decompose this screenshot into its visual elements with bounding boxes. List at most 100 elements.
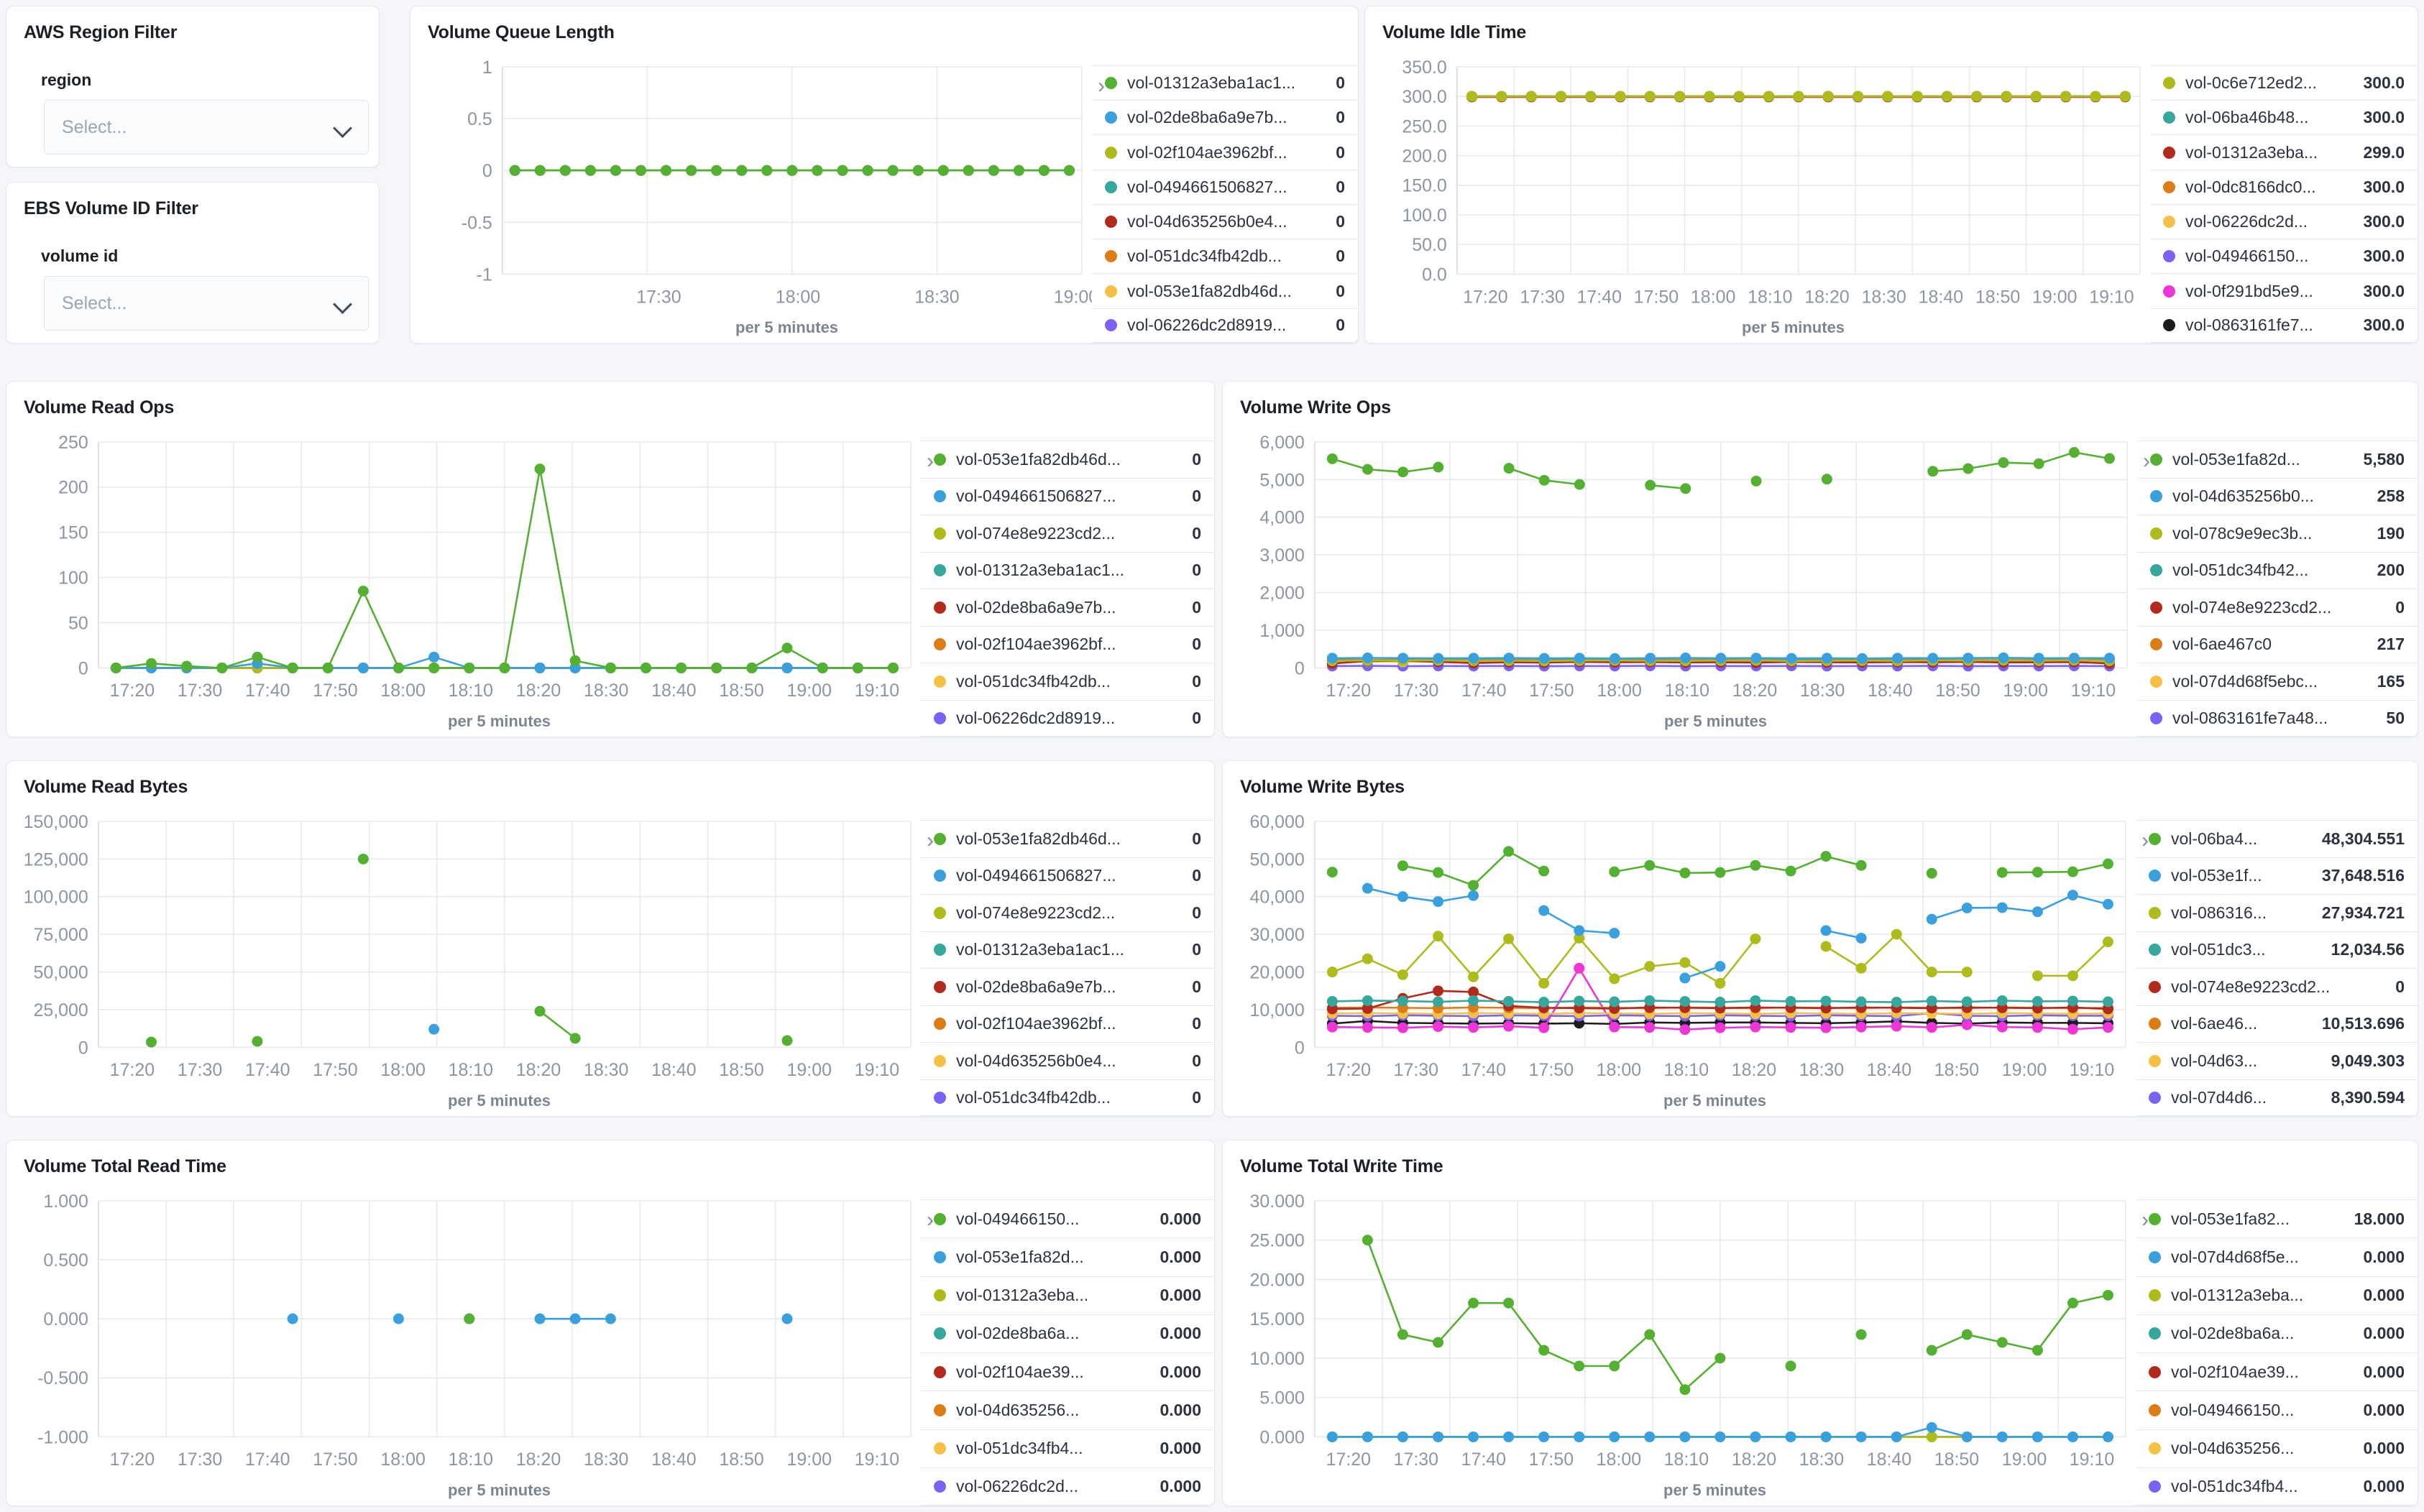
svg-text:-1: -1: [477, 264, 492, 285]
legend-item[interactable]: vol-0494661506827... 0: [1092, 169, 1358, 204]
legend-item[interactable]: vol-074e8e9223cd2... 0: [2136, 968, 2418, 1005]
legend-item[interactable]: vol-06ba4... 48,304.551: [2136, 820, 2418, 857]
legend-item[interactable]: vol-01312a3eba1ac1... 0: [921, 551, 1214, 589]
legend-item[interactable]: vol-049466150... 0.000: [921, 1199, 1214, 1237]
legend-item[interactable]: vol-0dc8166dc0... 300.0: [2150, 169, 2418, 204]
legend-item[interactable]: vol-086316... 27,934.721: [2136, 894, 2418, 931]
legend-item[interactable]: vol-074e8e9223cd2... 0: [921, 515, 1214, 552]
legend-item[interactable]: vol-04d63... 9,049.303: [2136, 1042, 2418, 1079]
plot-area[interactable]: 250 200 150 100 50 0 17:20 17:30 17:40 17:50 18:00…: [6, 422, 921, 737]
legend-item[interactable]: vol-0863161fe7a48... 50: [2137, 699, 2418, 737]
legend-item[interactable]: vol-06226dc2d... 300.0: [2150, 203, 2418, 239]
chart-legend: vol-049466150... 0.000 vol-053e1fa82d... 0.…: [921, 1181, 1214, 1506]
legend-item[interactable]: vol-02f104ae39... 0.000: [2136, 1352, 2418, 1391]
legend-item[interactable]: vol-6ae46... 10,513.696: [2136, 1005, 2418, 1043]
region-select[interactable]: Select...: [44, 100, 369, 155]
legend-series-name: vol-0863161fe7a48...: [2172, 708, 2328, 727]
svg-text:18:30: 18:30: [1799, 1060, 1844, 1080]
legend-item[interactable]: vol-02de8ba6a9e7b... 0: [921, 589, 1214, 626]
legend-item[interactable]: vol-02de8ba6a... 0.000: [921, 1314, 1214, 1352]
legend-item[interactable]: vol-04d635256b0e4... 0: [1092, 203, 1358, 239]
legend-item[interactable]: vol-07d4d68f5e... 0.000: [2136, 1237, 2418, 1276]
legend-item[interactable]: vol-01312a3eba... 299.0: [2150, 134, 2418, 169]
plot-area[interactable]: 6,000 5,000 4,000 3,000 2,000 1,000 0 17:20 17:3…: [1223, 422, 2137, 737]
plot-area[interactable]: 150,000 125,000 100,000 75,000 50,000 25,000 0…: [6, 801, 921, 1116]
chevron-down-icon: [334, 118, 352, 137]
legend-item[interactable]: vol-074e8e9223cd2... 0: [921, 894, 1214, 931]
legend-item[interactable]: vol-01312a3eba... 0.000: [2136, 1276, 2418, 1314]
legend-item[interactable]: vol-02f104ae3962bf... 0: [1092, 134, 1358, 169]
legend-item[interactable]: vol-02de8ba6a9e7b... 0: [1092, 100, 1358, 134]
legend-item[interactable]: vol-051dc34fb42db... 0: [921, 663, 1214, 700]
legend-item[interactable]: vol-06226dc2d8919... 0: [1092, 308, 1358, 343]
svg-text:19:10: 19:10: [2089, 287, 2134, 307]
legend-series-value: 0: [1192, 1051, 1201, 1070]
legend-item[interactable]: vol-0494661506827... 0: [921, 857, 1214, 895]
chevron-right-icon[interactable]: ›: [927, 1208, 934, 1232]
legend-item[interactable]: vol-053e1fa82db46d... 0: [1092, 273, 1358, 308]
plot-area[interactable]: 350.0 300.0 250.0 200.0 150.0 100.0 50.0 0.0 17:…: [1365, 47, 2150, 343]
legend-series-name: vol-086316...: [2171, 903, 2267, 922]
legend-item[interactable]: vol-04d635256b0e4... 0: [921, 1042, 1214, 1079]
svg-text:18:30: 18:30: [584, 1449, 628, 1470]
legend-item[interactable]: vol-0c6e712ed2... 300.0: [2150, 65, 2418, 100]
chevron-right-icon[interactable]: ›: [2143, 449, 2150, 473]
legend-item[interactable]: vol-053e1fa82d... 0.000: [921, 1237, 1214, 1276]
legend-item[interactable]: vol-051dc34fb42... 200: [2137, 551, 2418, 589]
plot-area[interactable]: 30.000 25.000 20.000 15.000 10.000 5.000 0.000…: [1223, 1181, 2136, 1506]
legend-item[interactable]: vol-06ba46b48... 300.0: [2150, 100, 2418, 134]
plot-area[interactable]: 1.000 0.500 0.000 -0.500 -1.000 17:20 17:30 17:…: [6, 1181, 921, 1506]
legend-item[interactable]: vol-06226dc2d... 0.000: [921, 1467, 1214, 1506]
legend-item[interactable]: vol-053e1fa82db46d... 0: [921, 441, 1214, 478]
legend-item[interactable]: vol-02de8ba6a... 0.000: [2136, 1314, 2418, 1352]
legend-series-name: vol-049466150...: [2185, 246, 2309, 266]
plot-area[interactable]: 1 0.5 0 -0.5 -1 17:30 18:00 18:30 19:00 per 5 min…: [410, 47, 1092, 343]
plot-area[interactable]: 60,000 50,000 40,000 30,000 20,000 10,000 0 17:…: [1223, 801, 2136, 1116]
legend-item[interactable]: vol-0494661506827... 0: [921, 477, 1214, 515]
svg-text:17:50: 17:50: [1529, 1060, 1574, 1080]
legend-series-value: 0: [1192, 561, 1201, 580]
chevron-right-icon[interactable]: ›: [927, 829, 934, 852]
svg-text:100: 100: [58, 568, 88, 589]
legend-color-swatch: [934, 1018, 946, 1031]
legend-item[interactable]: vol-051dc34fb42db... 0: [921, 1079, 1214, 1116]
legend-item[interactable]: vol-051dc34fb4... 0.000: [2136, 1467, 2418, 1506]
legend-item[interactable]: vol-049466150... 0.000: [2136, 1391, 2418, 1429]
legend-item[interactable]: vol-053e1fa82d... 5,580: [2137, 441, 2418, 478]
legend-item[interactable]: vol-02f104ae3962bf... 0: [921, 625, 1214, 663]
chevron-right-icon[interactable]: ›: [1098, 74, 1105, 98]
legend-item[interactable]: vol-051dc34fb4... 0.000: [921, 1429, 1214, 1467]
legend-item[interactable]: vol-06226dc2d8919... 0: [921, 699, 1214, 737]
legend-item[interactable]: vol-02de8ba6a9e7b... 0: [921, 968, 1214, 1005]
legend-item[interactable]: vol-04d635256b0... 258: [2137, 477, 2418, 515]
legend-item[interactable]: vol-051dc3... 12,034.56: [2136, 931, 2418, 969]
legend-item[interactable]: vol-6ae467c0 217: [2137, 625, 2418, 663]
legend-item[interactable]: vol-01312a3eba1ac1... 0: [1092, 65, 1358, 100]
legend-item[interactable]: vol-078c9e9ec3b... 190: [2137, 515, 2418, 552]
x-axis-title: per 5 minutes: [1664, 712, 1768, 730]
legend-item[interactable]: vol-053e1fa82... 18.000: [2136, 1199, 2418, 1237]
chart-legend: vol-0c6e712ed2... 300.0 vol-06ba46b48... 30…: [2150, 47, 2418, 343]
legend-item[interactable]: vol-074e8e9223cd2... 0: [2137, 589, 2418, 626]
legend-item[interactable]: vol-01312a3eba1ac1... 0: [921, 931, 1214, 969]
chevron-right-icon[interactable]: ›: [2141, 1208, 2149, 1232]
legend-item[interactable]: vol-02f104ae3962bf... 0: [921, 1005, 1214, 1043]
legend-item[interactable]: vol-02f104ae39... 0.000: [921, 1352, 1214, 1391]
legend-item[interactable]: vol-051dc34fb42db... 0: [1092, 239, 1358, 273]
svg-text:0.0: 0.0: [1422, 264, 1447, 285]
legend-item[interactable]: vol-0863161fe7... 300.0: [2150, 308, 2418, 343]
legend-series-name: vol-06226dc2d...: [2185, 212, 2308, 231]
legend-item[interactable]: vol-04d635256... 0.000: [2136, 1429, 2418, 1467]
legend-item[interactable]: vol-0f291bd5e9... 300.0: [2150, 273, 2418, 308]
legend-item[interactable]: vol-053e1f... 37,648.516: [2136, 857, 2418, 895]
volume-id-select[interactable]: Select...: [44, 276, 369, 331]
chevron-right-icon[interactable]: ›: [927, 449, 934, 473]
chevron-right-icon[interactable]: ›: [2141, 829, 2149, 852]
legend-item[interactable]: vol-07d4d68f5ebc... 165: [2137, 663, 2418, 700]
legend-item[interactable]: vol-01312a3eba... 0.000: [921, 1276, 1214, 1314]
legend-item[interactable]: vol-07d4d6... 8,390.594: [2136, 1079, 2418, 1116]
legend-item[interactable]: vol-04d635256... 0.000: [921, 1391, 1214, 1429]
legend-item[interactable]: vol-053e1fa82db46d... 0: [921, 820, 1214, 857]
legend-item[interactable]: vol-049466150... 300.0: [2150, 239, 2418, 273]
svg-text:17:40: 17:40: [1461, 1449, 1506, 1470]
